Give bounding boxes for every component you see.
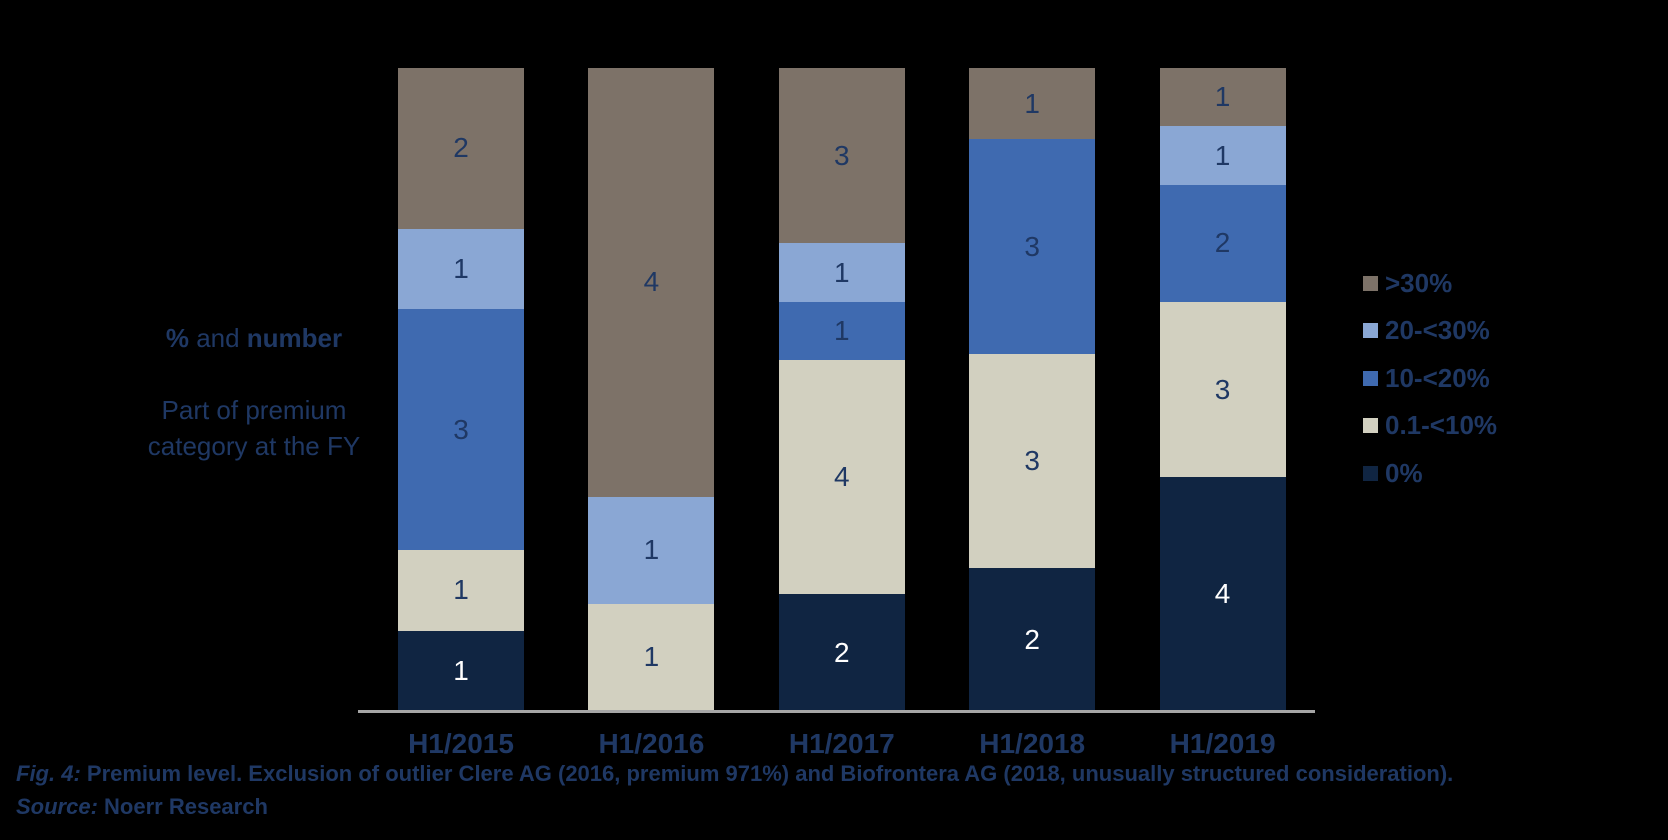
y-axis-title-part: and xyxy=(188,323,247,353)
segment-value-label: 3 xyxy=(453,413,469,445)
segment-value-label: 4 xyxy=(1214,578,1231,610)
segment-0_1-10pct: 1 xyxy=(588,603,715,711)
bar-h1-2016: 1 1 4 xyxy=(588,68,715,711)
legend-label: 10-<20% xyxy=(1385,362,1490,393)
source-text: Noerr Research xyxy=(97,794,268,819)
legend-swatch xyxy=(1363,418,1378,434)
caption-text: Premium level. Exclusion of outlier Cler… xyxy=(80,761,1454,786)
segment-gt30pct: 2 xyxy=(398,68,524,229)
segment-10-20pct: 2 xyxy=(1159,184,1286,302)
segment-value-label: 1 xyxy=(1214,81,1231,113)
segment-value-label: 2 xyxy=(1024,623,1040,655)
segment-value-label: 3 xyxy=(1214,373,1231,405)
legend-label: >30% xyxy=(1385,267,1453,298)
source-prefix: Source: xyxy=(16,794,98,819)
segment-value-label: 2 xyxy=(453,132,469,164)
segment-0pct: 4 xyxy=(1159,477,1286,711)
segment-value-label: 1 xyxy=(1214,139,1231,171)
segment-20-30pct: 1 xyxy=(778,243,905,302)
bar-h1-2015: 1 1 3 1 2 xyxy=(398,68,524,711)
y-axis-title-line: Part of premium xyxy=(161,395,347,425)
segment-0_1-10pct: 4 xyxy=(778,360,905,595)
x-axis-line xyxy=(358,710,1315,713)
segment-value-label: 1 xyxy=(834,256,850,288)
segment-value-label: 2 xyxy=(1214,227,1231,259)
legend-item-0_1-10pct: 0.1-<10% xyxy=(1363,410,1497,442)
segment-value-label: 1 xyxy=(643,641,660,673)
segment-value-label: 3 xyxy=(1024,444,1040,476)
bar-h1-2017: 2 4 1 1 3 xyxy=(778,68,905,711)
figure-caption: Fig. 4: Premium level. Exclusion of outl… xyxy=(16,760,1656,788)
segment-gt30pct: 1 xyxy=(969,68,1096,140)
y-axis-title-part: number xyxy=(246,323,343,353)
segment-0pct: 1 xyxy=(398,630,524,711)
segment-10-20pct: 3 xyxy=(398,309,524,551)
legend-swatch xyxy=(1363,275,1378,291)
segment-0_1-10pct: 1 xyxy=(398,550,524,631)
segment-value-label: 1 xyxy=(643,534,660,566)
segment-20-30pct: 1 xyxy=(588,496,715,604)
x-tick-label: H1/2016 xyxy=(598,728,705,759)
legend-item-gt30pct: >30% xyxy=(1363,267,1452,299)
segment-value-label: 3 xyxy=(1024,230,1040,262)
segment-gt30pct: 1 xyxy=(1159,68,1286,127)
legend-label: 20-<30% xyxy=(1385,315,1490,346)
x-tick-label: H1/2017 xyxy=(788,728,895,759)
segment-value-label: 2 xyxy=(834,636,850,668)
y-axis-title: % and number Part of premium category at t… xyxy=(116,320,392,464)
legend-item-10-20pct: 10-<20% xyxy=(1363,362,1490,394)
legend-swatch xyxy=(1363,465,1378,481)
legend-swatch xyxy=(1363,323,1378,339)
caption-prefix: Fig. 4: xyxy=(16,761,81,786)
segment-0_1-10pct: 3 xyxy=(1159,301,1286,478)
legend-label: 0.1-<10% xyxy=(1385,410,1498,441)
segment-gt30pct: 4 xyxy=(588,68,715,497)
legend-swatch xyxy=(1363,370,1378,386)
segment-0_1-10pct: 3 xyxy=(969,353,1096,569)
source-line: Source: Noerr Research xyxy=(16,793,268,821)
legend-item-20-30pct: 20-<30% xyxy=(1363,315,1490,347)
segment-value-label: 1 xyxy=(453,252,469,284)
segment-value-label: 4 xyxy=(643,266,660,298)
x-tick-label: H1/2019 xyxy=(1169,728,1276,759)
legend-label: 0% xyxy=(1385,457,1423,488)
x-tick-label: H1/2018 xyxy=(979,728,1086,759)
segment-value-label: 1 xyxy=(453,574,469,606)
bar-h1-2019: 4 3 2 1 1 xyxy=(1159,68,1286,711)
segment-value-label: 4 xyxy=(834,461,850,493)
bar-h1-2018: 2 3 3 1 xyxy=(969,68,1096,711)
segment-value-label: 1 xyxy=(834,315,850,347)
segment-value-label: 3 xyxy=(834,139,850,171)
y-axis-title-part: % xyxy=(165,323,189,353)
segment-20-30pct: 1 xyxy=(1159,126,1286,185)
segment-10-20pct: 3 xyxy=(969,139,1096,354)
y-axis-title-line: category at the FY xyxy=(147,431,361,461)
segment-value-label: 1 xyxy=(1024,87,1040,119)
segment-gt30pct: 3 xyxy=(778,68,905,244)
segment-0pct: 2 xyxy=(969,568,1096,711)
segment-value-label: 1 xyxy=(453,654,469,686)
segment-0pct: 2 xyxy=(778,594,905,711)
legend-item-0pct: 0% xyxy=(1363,457,1423,489)
segment-10-20pct: 1 xyxy=(778,301,905,361)
segment-20-30pct: 1 xyxy=(398,228,524,310)
x-tick-label: H1/2015 xyxy=(408,728,514,759)
